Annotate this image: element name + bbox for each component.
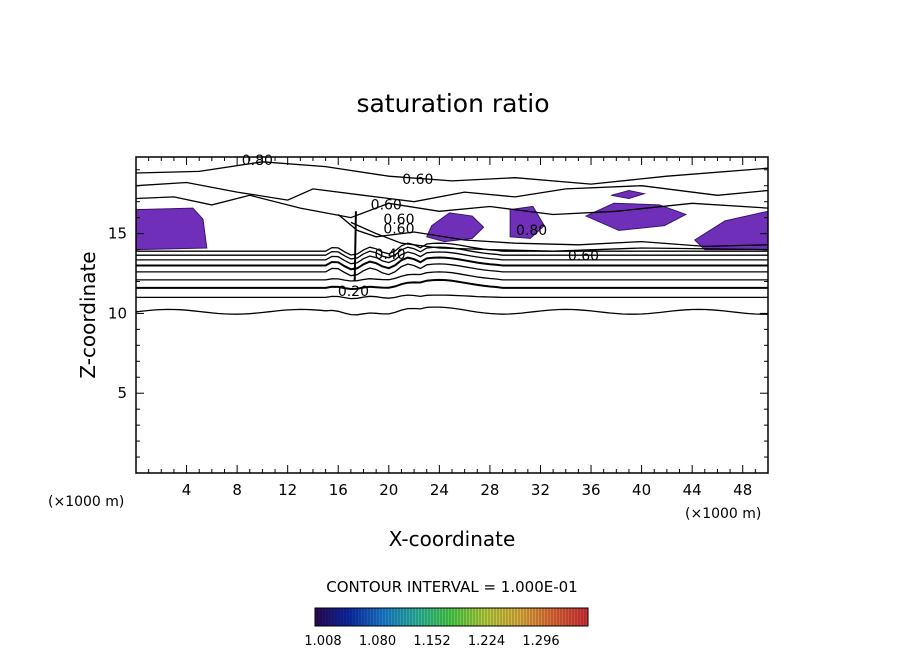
y-axis-label: Z-coordinate (76, 251, 100, 378)
colorbar (314, 607, 589, 627)
y-tick-labels: 5 10 15 (108, 225, 127, 403)
contour-line (136, 181, 768, 203)
plot-frame (135, 156, 769, 474)
x-tick-label: 48 (733, 481, 752, 499)
x-axis-label: X-coordinate (389, 527, 516, 551)
contour-line (136, 278, 768, 291)
colorbar-tick-labels: 1.008 1.080 1.152 1.224 1.296 (304, 634, 559, 649)
contour-label: 0.60 (383, 212, 414, 228)
colorbar-tick-label: 1.296 (522, 634, 559, 649)
y-tick-label: 5 (117, 384, 127, 402)
contour-label: 0.60 (402, 172, 433, 188)
plot-area: 0.800.600.600.600.600.400.800.600.20 (135, 153, 769, 474)
x-tick-label: 16 (329, 481, 348, 499)
contour-line (136, 263, 768, 277)
contour-label: 0.40 (374, 247, 405, 263)
y-unit-label: (×1000 m) (48, 494, 124, 510)
contour-line (350, 221, 768, 252)
x-tick-label: 40 (632, 481, 651, 499)
contour-line (136, 194, 768, 219)
contour-label: 0.80 (516, 223, 547, 239)
colorbar-tick-label: 1.152 (413, 634, 450, 649)
x-tick-labels: 4 8 12 16 20 24 28 32 36 40 44 48 (182, 481, 752, 499)
contour-interval-text: CONTOUR INTERVAL = 1.000E-01 (326, 578, 577, 596)
colorbar-tick-label: 1.080 (359, 634, 396, 649)
colorbar-tick-label: 1.008 (304, 634, 341, 649)
x-tick-label: 24 (430, 481, 449, 499)
x-tick-label: 12 (278, 481, 297, 499)
contour-label: 0.60 (568, 249, 599, 265)
x-unit-label: (×1000 m) (685, 506, 761, 522)
contour-label: 0.60 (383, 222, 414, 238)
contour-line (136, 161, 768, 185)
contour-label: 0.20 (338, 284, 369, 300)
contour-line (337, 214, 768, 248)
contour-line (353, 211, 357, 282)
x-tick-label: 4 (182, 481, 192, 499)
colorbar-frame (314, 607, 589, 627)
shaded-region-top-small (611, 190, 647, 200)
shaded-region-right-upper (584, 202, 688, 231)
x-tick-label: 20 (379, 481, 398, 499)
x-tick-label: 36 (581, 481, 600, 499)
contour-line (136, 256, 768, 271)
x-tick-label: 32 (531, 481, 550, 499)
contour-label: 0.80 (242, 153, 273, 169)
contour-label: 0.60 (371, 198, 402, 214)
contour-line (136, 306, 768, 316)
colorbar-tick-label: 1.224 (468, 634, 505, 649)
contour-line (136, 294, 768, 300)
chart-title: saturation ratio (356, 89, 549, 118)
y-tick-label: 10 (108, 304, 127, 322)
contour-line (136, 251, 768, 265)
contour-line (136, 271, 768, 282)
contour-line (136, 242, 768, 256)
y-tick-label: 15 (108, 225, 127, 243)
x-tick-label: 44 (683, 481, 702, 499)
x-tick-label: 28 (480, 481, 499, 499)
shaded-region-right-edge (693, 210, 768, 251)
x-tick-label: 8 (232, 481, 242, 499)
colorbar-gradient (315, 608, 588, 626)
shaded-region-center-right (509, 205, 545, 239)
shaded-region-center (426, 212, 485, 243)
shaded-region-left-edge (136, 207, 208, 251)
